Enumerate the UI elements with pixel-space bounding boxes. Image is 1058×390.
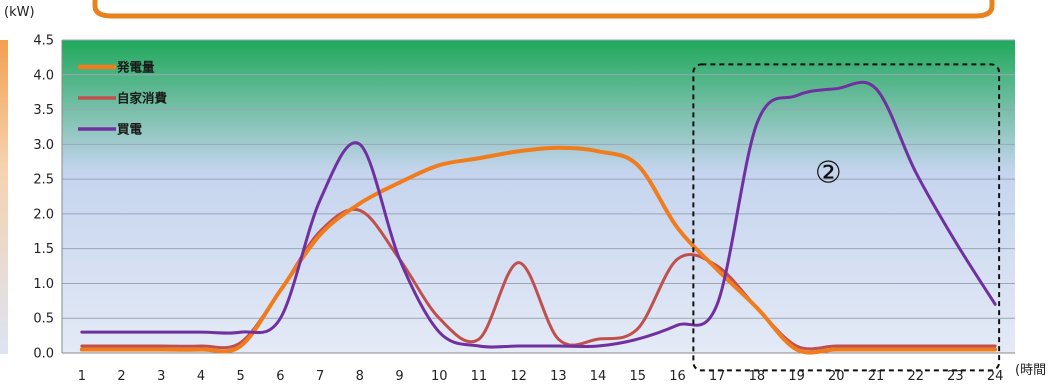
y-tick-label: 1.5 — [33, 242, 54, 257]
y-tick-label: 4.0 — [33, 68, 54, 83]
x-tick-label: 20 — [828, 369, 845, 384]
x-tick-label: 16 — [669, 369, 686, 384]
series-line-3 — [80, 80, 997, 349]
y-axis-unit-label: (kW) — [4, 5, 35, 20]
x-tick-label: 21 — [868, 369, 885, 384]
x-tick-label: 11 — [471, 369, 488, 384]
legend-label: 自家消費 — [117, 91, 168, 106]
axes: 0.00.51.01.52.02.53.03.54.04.51 2 3 4 5 6 7 8 9 1… — [33, 34, 1015, 384]
top-frame-decoration — [92, 0, 995, 19]
x-tick-label: 7 — [316, 369, 324, 384]
left-strip-decoration — [0, 40, 8, 354]
x-tick-label: 18 — [749, 369, 766, 384]
y-tick-label: 0.5 — [33, 312, 54, 327]
annotation-label: ② — [815, 156, 842, 191]
series-line-1 — [79, 145, 998, 355]
x-tick-label: 23 — [947, 369, 964, 384]
x-tick-label: 8 — [356, 369, 364, 384]
x-tick-label: 10 — [431, 369, 448, 384]
x-axis-unit-label: (時間 — [1015, 363, 1046, 378]
x-tick-label: 9 — [395, 369, 403, 384]
y-tick-label: 4.5 — [33, 34, 54, 49]
plot-area — [62, 40, 1015, 353]
y-tick-label: 2.0 — [33, 207, 54, 222]
x-tick-label: 19 — [788, 369, 805, 384]
y-tick-label: 1.0 — [33, 277, 54, 292]
x-tick-label: 3 — [157, 369, 165, 384]
x-tick-label: 2 — [117, 369, 125, 384]
highlight-box-layer: ② — [692, 63, 1001, 372]
y-tick-label: 3.5 — [33, 103, 54, 118]
grid-lines — [62, 39, 1015, 319]
x-tick-label: 15 — [629, 369, 646, 384]
x-tick-label: 24 — [987, 369, 1004, 384]
y-tick-label: 0.0 — [33, 347, 54, 362]
x-tick-label: 5 — [237, 369, 245, 384]
x-tick-label: 14 — [590, 369, 607, 384]
x-tick-label: 22 — [907, 369, 924, 384]
series-lines — [79, 80, 998, 355]
legend-label: 発電量 — [116, 60, 155, 75]
x-tick-label: 13 — [550, 369, 567, 384]
x-tick-label: 4 — [197, 369, 205, 384]
y-tick-label: 3.0 — [33, 138, 54, 153]
highlight-box — [692, 63, 1001, 372]
x-tick-label: 1 — [78, 369, 86, 384]
x-tick-label: 12 — [510, 369, 527, 384]
legend-label: 買電 — [117, 122, 143, 137]
x-tick-label: 6 — [276, 369, 284, 384]
series-line-2 — [80, 207, 997, 351]
y-tick-label: 2.5 — [33, 173, 54, 188]
x-tick-label: 17 — [709, 369, 726, 384]
